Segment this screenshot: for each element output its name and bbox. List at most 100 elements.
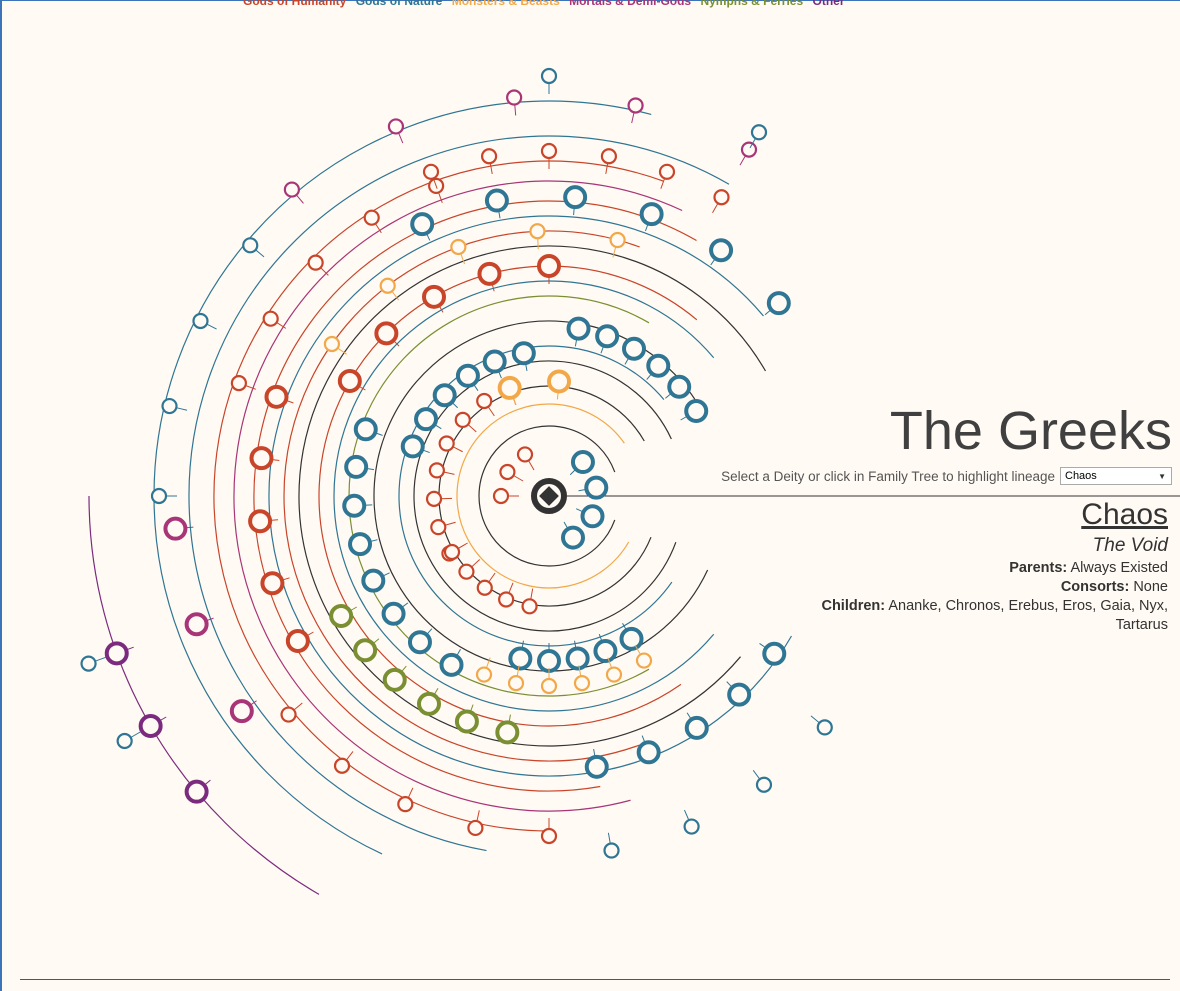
node-deity-16[interactable] — [547, 369, 572, 394]
node-deity-111[interactable] — [242, 237, 259, 254]
node-deity-45[interactable] — [439, 652, 464, 677]
node-deity-6[interactable] — [516, 446, 534, 463]
node-deity-67[interactable] — [529, 223, 546, 240]
node-deity-40[interactable] — [605, 666, 623, 683]
node-deity-122[interactable] — [116, 732, 133, 750]
node-deity-46[interactable] — [407, 630, 432, 655]
node-deity-99[interactable] — [658, 163, 676, 180]
node-deity-81[interactable] — [563, 185, 588, 210]
node-deity-9[interactable] — [425, 490, 443, 507]
node-deity-51[interactable] — [344, 454, 369, 479]
node-deity-79[interactable] — [410, 212, 435, 237]
node-deity-15[interactable] — [497, 375, 522, 400]
node-deity-10[interactable] — [428, 462, 445, 479]
node-deity-34[interactable] — [619, 626, 644, 651]
node-deity-17[interactable] — [521, 598, 538, 615]
node-deity-85[interactable] — [230, 375, 248, 392]
node-deity-93[interactable] — [333, 757, 351, 774]
node-deity-61[interactable] — [382, 667, 407, 692]
node-deity-63[interactable] — [329, 604, 354, 628]
node-deity-44[interactable] — [475, 666, 493, 683]
node-deity-33[interactable] — [684, 399, 709, 423]
node-deity-80[interactable] — [484, 188, 509, 213]
node-deity-76[interactable] — [248, 509, 273, 534]
node-deity-117[interactable] — [540, 67, 558, 85]
node-deity-97[interactable] — [540, 142, 558, 160]
node-deity-71[interactable] — [684, 715, 709, 740]
node-deity-100[interactable] — [713, 189, 730, 206]
node-deity-68[interactable] — [609, 231, 626, 249]
node-deity-8[interactable] — [430, 519, 447, 536]
node-deity-116[interactable] — [740, 141, 758, 158]
node-deity-47[interactable] — [381, 601, 406, 626]
node-deity-35[interactable] — [593, 639, 618, 664]
node-deity-106[interactable] — [184, 612, 209, 637]
node-deity-118[interactable] — [750, 124, 768, 141]
node-deity-91[interactable] — [467, 819, 484, 837]
node-deity-23[interactable] — [414, 407, 439, 432]
node-deity-55[interactable] — [422, 284, 446, 309]
node-deity-29[interactable] — [595, 324, 620, 349]
deity-select[interactable]: Chaos ▼ — [1060, 467, 1172, 485]
node-deity-109[interactable] — [161, 397, 178, 415]
node-deity-102[interactable] — [755, 776, 773, 793]
node-deity-115[interactable] — [627, 97, 644, 114]
node-deity-28[interactable] — [566, 316, 591, 341]
node-deity-105[interactable] — [229, 699, 254, 724]
node-deity-25[interactable] — [455, 363, 480, 388]
node-deity-4[interactable] — [492, 487, 510, 505]
node-deity-107[interactable] — [163, 516, 188, 541]
node-deity-83[interactable] — [709, 238, 734, 263]
node-deity-41[interactable] — [573, 675, 591, 692]
node-deity-3[interactable] — [561, 525, 585, 550]
node-deity-62[interactable] — [353, 638, 378, 663]
node-deity-26[interactable] — [482, 349, 507, 374]
node-deity-11[interactable] — [438, 435, 455, 452]
node-deity-88[interactable] — [363, 209, 380, 226]
legend-item-other[interactable]: Other — [812, 0, 845, 8]
node-deity-32[interactable] — [667, 374, 692, 399]
node-deity-84[interactable] — [766, 291, 791, 316]
node-deity-38[interactable] — [508, 646, 533, 671]
node-deity-74[interactable] — [285, 629, 310, 653]
node-deity-90[interactable] — [540, 827, 558, 845]
node-deity-96[interactable] — [480, 148, 498, 165]
node-deity-48[interactable] — [361, 568, 386, 593]
node-deity-94[interactable] — [280, 706, 297, 723]
node-deity-2[interactable] — [580, 504, 605, 529]
node-deity-119[interactable] — [184, 779, 209, 804]
node-deity-30[interactable] — [622, 336, 646, 361]
node-deity-113[interactable] — [387, 118, 405, 135]
node-deity-13[interactable] — [476, 392, 493, 410]
node-deity-72[interactable] — [636, 740, 661, 765]
node-deity-12[interactable] — [454, 411, 471, 429]
node-deity-0[interactable] — [570, 450, 595, 475]
node-deity-5[interactable] — [499, 463, 516, 481]
node-deity-43[interactable] — [507, 675, 525, 692]
node-deity-66[interactable] — [450, 238, 467, 256]
node-deity-120[interactable] — [138, 714, 163, 738]
node-deity-98[interactable] — [600, 148, 618, 165]
node-deity-19[interactable] — [476, 579, 493, 596]
node-deity-50[interactable] — [342, 493, 367, 518]
node-deity-103[interactable] — [683, 818, 700, 835]
node-deity-112[interactable] — [283, 181, 300, 198]
node-deity-95[interactable] — [422, 163, 440, 180]
node-deity-58[interactable] — [495, 720, 520, 745]
node-deity-18[interactable] — [498, 591, 515, 608]
node-deity-20[interactable] — [458, 563, 475, 580]
node-deity-87[interactable] — [307, 254, 324, 271]
node-deity-92[interactable] — [397, 796, 414, 813]
node-deity-69[interactable] — [762, 641, 787, 666]
legend-item-monsters-beasts[interactable]: Monsters & Beasts — [451, 0, 560, 8]
node-deity-70[interactable] — [727, 682, 752, 707]
node-deity-78[interactable] — [264, 384, 289, 409]
node-deity-60[interactable] — [417, 691, 441, 716]
node-deity-114[interactable] — [506, 89, 523, 106]
node-deity-104[interactable] — [603, 842, 620, 859]
node-deity-1[interactable] — [584, 475, 609, 500]
node-deity-121[interactable] — [104, 641, 129, 666]
node-deity-22[interactable] — [400, 434, 425, 459]
node-deity-54[interactable] — [374, 321, 399, 346]
node-deity-77[interactable] — [249, 446, 274, 471]
